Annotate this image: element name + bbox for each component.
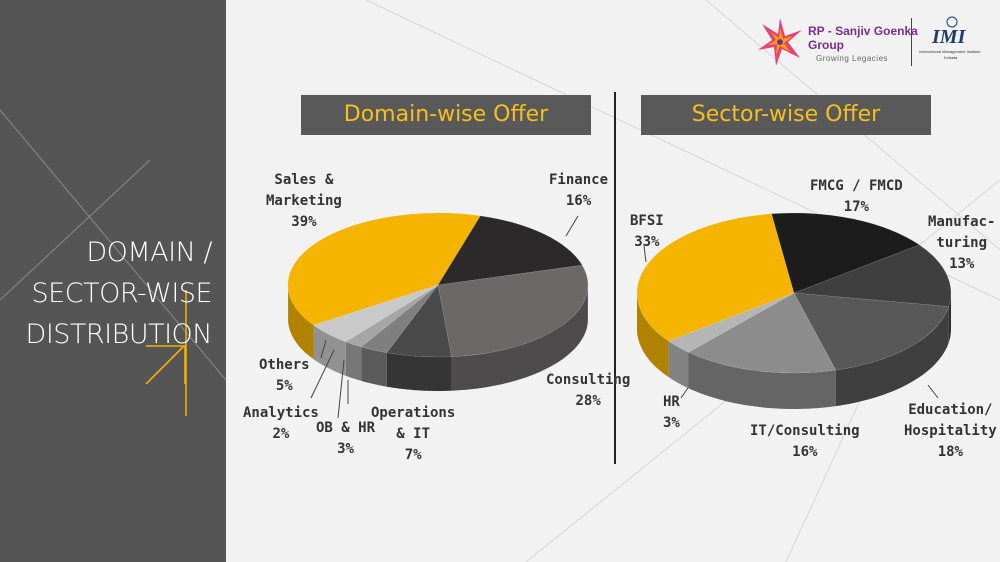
pie0-slice-5 [345,284,439,348]
pie1-side-4 [688,352,836,409]
emblem-icon [946,16,958,28]
arrow-up-right-icon [145,345,186,385]
brand-line1: RP - Sanjiv Goenka [808,24,918,38]
pie0-slice-4 [360,284,439,354]
sector-chart-title: Sector-wise Offer [641,95,931,135]
label-sales-marketing: Sales & Marketing 39% [266,172,342,230]
pie1-slice-3 [793,292,950,371]
pie0-slice-2 [437,264,589,358]
pie0-slice-0 [287,212,481,326]
pie0-side-4 [361,346,387,387]
pie1-side-3 [835,306,949,407]
label-fmcg-fmcd: FMCG / FMCD 17% [810,178,903,215]
institute-name: International Management Institute [919,49,981,54]
pie1-side-5 [668,341,689,389]
label-operations-it: Operations & IT 7% [371,405,456,463]
pie0-side-3 [386,352,452,391]
title-line-2: SECTOR-WISE [31,278,213,309]
label-manufacturing: Manufac- turing 13% [928,214,996,272]
chart-divider [614,92,616,464]
sector-pie [636,212,952,409]
main-area: RP - Sanjiv Goenka Group Growing Legacie… [226,0,1000,562]
pie1-slice-2 [793,244,952,307]
star-logo-icon [758,18,802,66]
label-bfsi: BFSI 33% [630,213,664,250]
label-analytics: Analytics 2% [243,405,319,442]
pie1-slice-0 [636,213,795,342]
decorative-lines [0,109,226,416]
pie1-side-2 [948,293,951,343]
label-ob-hr: OB & HR 3% [316,420,376,457]
institute-mark: IMI [932,26,966,48]
domain-pie [287,212,589,391]
domain-chart-title: Domain-wise Offer [301,95,591,135]
slide-title: DOMAIN / SECTOR-WISE DISTRIBUTION [0,232,213,355]
pie1-side-0 [637,294,669,378]
pie0-side-2 [451,287,588,391]
title-line-1: DOMAIN / [86,237,212,268]
pie0-slice-6 [312,284,439,343]
pie-charts [287,212,952,419]
label-education-hospitality: Education/ Hospitality 18% [904,402,997,460]
title-line-3: DISTRIBUTION [25,319,213,350]
left-panel: DOMAIN / SECTOR-WISE DISTRIBUTION [0,0,226,562]
logo: RP - Sanjiv Goenka Group Growing Legacie… [754,14,994,74]
pie0-side-6 [313,325,346,376]
pie1-slice-1 [771,212,921,294]
leader-lines [310,215,945,419]
institute-city: Kolkata [944,55,958,60]
label-consulting: Consulting 28% [546,372,631,409]
pie0-slice-3 [386,284,452,358]
brand-tagline: Growing Legacies [816,54,889,63]
pie0-slice-1 [437,215,583,286]
pie0-side-0 [288,288,314,360]
pie0-side-5 [345,341,362,381]
label-others: Others 5% [259,357,310,394]
label-it-consulting: IT/Consulting 16% [750,423,860,460]
pie1-slice-4 [687,292,837,374]
pie1-slice-5 [667,292,795,353]
logo-divider [911,18,912,66]
label-hr: HR 3% [663,394,680,431]
brand-line2: Group [808,38,844,52]
label-finance: Finance 16% [549,172,609,209]
